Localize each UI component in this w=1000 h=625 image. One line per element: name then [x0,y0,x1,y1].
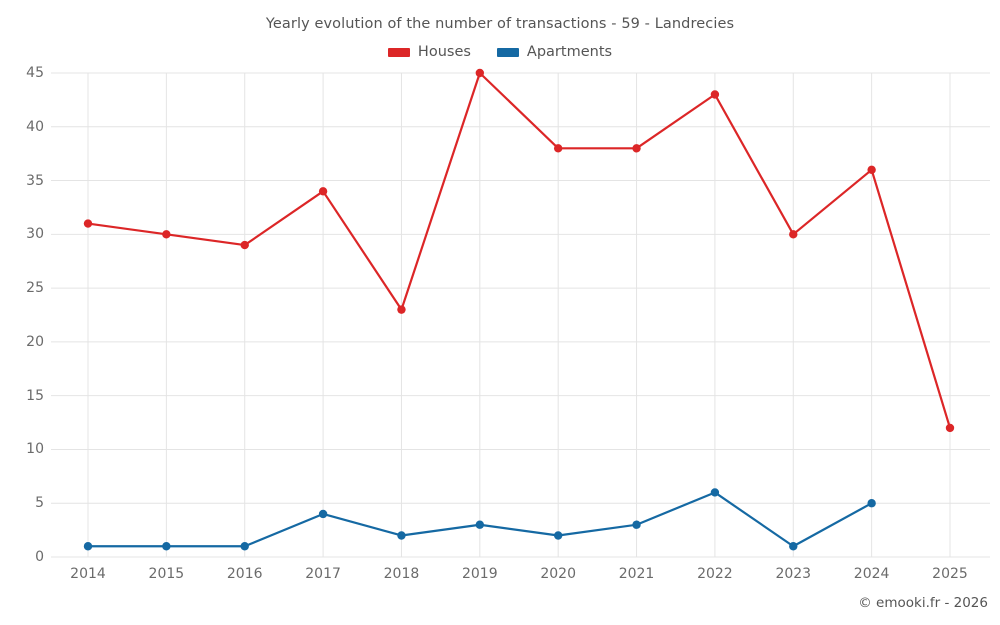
y-tick-label: 40 [26,118,44,135]
chart-legend: Houses Apartments [0,44,1000,60]
legend-swatch-houses [387,47,410,57]
data-point-houses[interactable] [710,90,720,99]
data-point-houses[interactable] [945,423,955,433]
x-tick-label: 2022 [697,566,733,582]
x-tick-label: 2017 [305,566,341,582]
legend-item-apartments[interactable]: Apartments [496,44,613,60]
legend-label-houses: Houses [417,44,471,60]
y-axis-labels: 0 5 10 15 20 25 30 35 40 45 [0,65,44,565]
data-point-apartments[interactable] [789,542,798,551]
x-tick-label: 2025 [932,566,968,582]
series-lines [86,71,952,548]
y-tick-label: 45 [26,65,44,81]
plot-svg [51,68,990,558]
data-point-apartments[interactable] [867,499,876,508]
legend-item-houses[interactable]: Houses [387,44,471,60]
copyright-credit: © emooki.fr - 2026 [858,595,988,611]
data-point-apartments[interactable] [162,542,171,551]
data-point-houses[interactable] [553,144,563,153]
data-point-apartments[interactable] [240,542,249,551]
x-tick-label: 2021 [618,566,655,582]
data-point-apartments[interactable] [710,488,720,497]
data-point-apartments[interactable] [553,531,563,540]
y-tick-label: 30 [26,226,44,243]
data-point-houses[interactable] [162,230,171,239]
x-tick-label: 2024 [853,566,890,582]
data-point-houses[interactable] [240,240,249,250]
x-tick-label: 2023 [775,566,812,582]
y-tick-label: 15 [26,387,44,404]
data-point-houses[interactable] [632,144,641,153]
data-point-houses[interactable] [397,305,406,314]
x-axis-labels: 2014 2015 2016 2017 2018 2019 2020 2021 2022 2023… [51,566,990,590]
data-point-apartments[interactable] [475,520,485,529]
data-point-apartments[interactable] [397,531,406,540]
y-tick-label: 35 [26,172,44,189]
y-tick-label: 25 [26,280,44,297]
y-tick-label: 5 [35,495,44,512]
x-tick-label: 2016 [226,566,263,582]
x-tick-label: 2019 [461,566,498,582]
data-point-houses[interactable] [83,219,93,228]
y-tick-label: 20 [26,333,44,350]
x-tick-label: 2015 [148,566,185,582]
x-tick-label: 2018 [383,566,420,582]
data-point-apartments[interactable] [632,520,641,529]
series-line-houses [86,71,952,430]
data-point-houses[interactable] [475,68,485,78]
data-point-houses[interactable] [789,230,798,239]
data-point-apartments[interactable] [318,509,328,519]
x-tick-label: 2020 [540,566,576,582]
data-point-houses[interactable] [318,187,328,196]
x-tick-label: 2014 [70,566,106,582]
data-point-apartments[interactable] [83,542,93,551]
data-point-houses[interactable] [867,165,876,174]
y-tick-label: 10 [26,441,44,458]
series-markers [83,68,955,551]
legend-label-apartments: Apartments [526,44,613,60]
legend-swatch-apartments [496,47,519,57]
plot-area [51,68,990,558]
y-tick-label: 0 [35,549,44,565]
chart-title: Yearly evolution of the number of transa… [265,16,735,32]
grid-lines [51,72,990,558]
